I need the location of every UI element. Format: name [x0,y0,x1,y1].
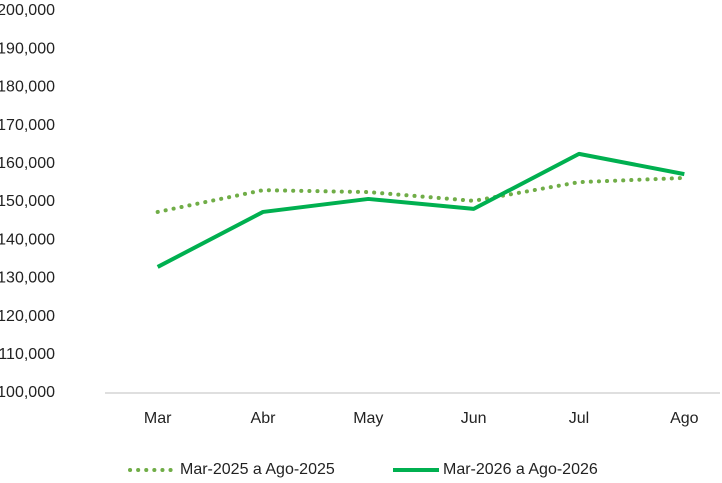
legend-label: Mar-2025 a Ago-2025 [180,461,335,478]
y-tick-label: 200,000 [0,2,55,19]
x-tick-label: Jul [569,410,589,427]
y-tick-label: 180,000 [0,79,55,96]
x-tick-label: Mar [144,410,172,427]
x-tick-label: Ago [670,410,699,427]
legend-label: Mar-2026 a Ago-2026 [443,461,598,478]
x-tick-label: Abr [251,410,277,427]
y-tick-label: 160,000 [0,155,55,172]
y-tick-label: 150,000 [0,193,55,210]
x-tick-label: Jun [461,410,487,427]
y-tick-label: 190,000 [0,40,55,57]
series-line [155,175,687,214]
y-tick-label: 100,000 [0,384,55,401]
x-tick-label: May [353,410,383,427]
y-tick-label: 120,000 [0,308,55,325]
y-tick-label: 140,000 [0,231,55,248]
series-line [156,151,685,269]
y-tick-label: 130,000 [0,270,55,287]
y-tick-label: 110,000 [0,346,55,363]
y-tick-label: 170,000 [0,117,55,134]
